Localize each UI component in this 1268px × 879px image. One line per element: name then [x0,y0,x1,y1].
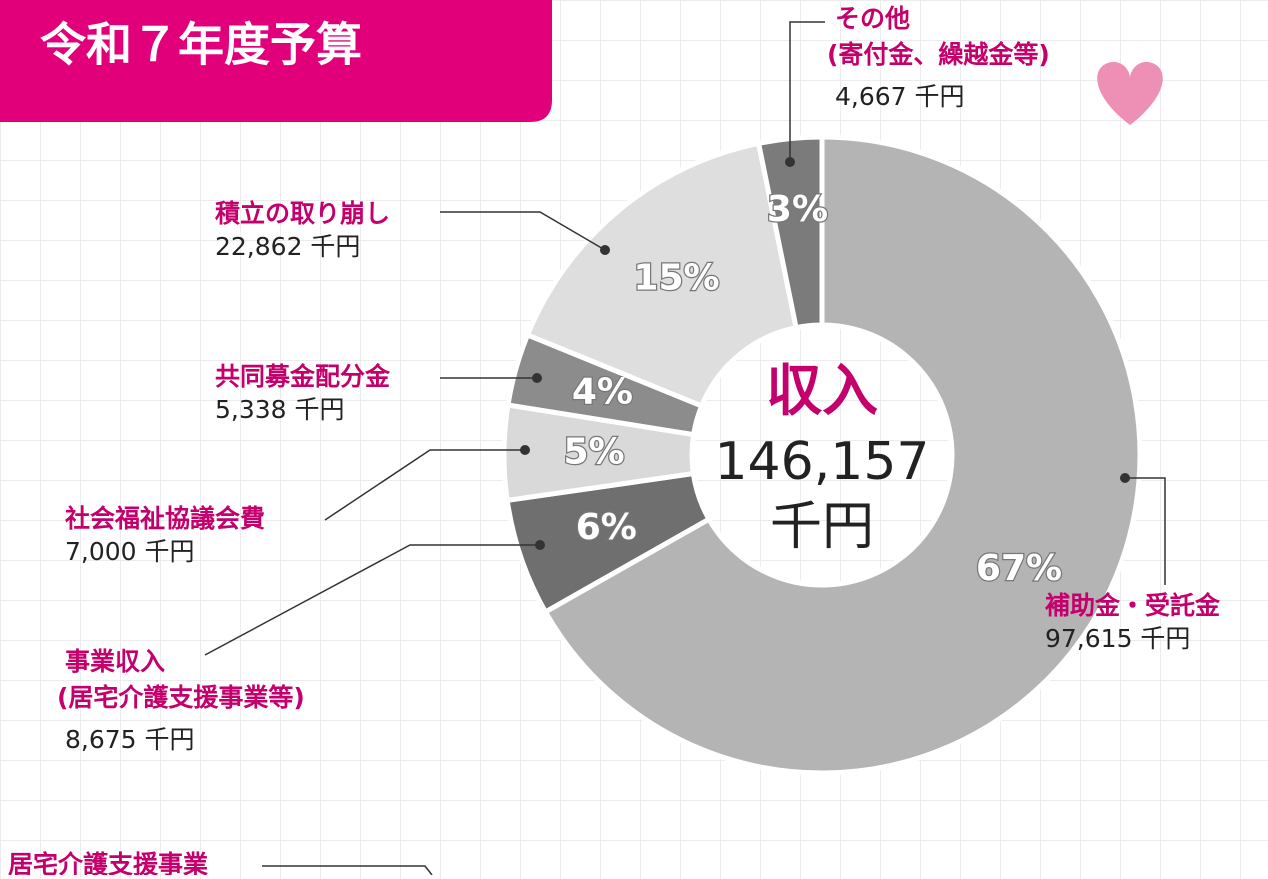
percent-label: 3% [767,189,828,230]
center-title: 収入 [766,359,878,424]
amount-label: 5,338 千円 [215,395,345,424]
leader-line [204,544,540,656]
category-name: 社会福祉協議会費 [65,504,265,533]
amount-label: 97,615 千円 [1045,624,1190,653]
heart-icon [1097,61,1163,125]
category-name: 補助金・受託金 [1044,591,1221,620]
amount-label: 4,667 千円 [835,82,965,111]
leader-line [440,211,606,251]
leader-dot [1120,473,1130,483]
category-name: 積立の取り崩し [215,199,390,228]
leader-dot [600,245,610,255]
title: 令和７年度予算 [40,18,362,72]
leader-line [262,865,433,876]
percent-label: 67% [976,548,1062,589]
percent-label: 6% [576,507,637,548]
percent-label: 4% [572,372,633,413]
category-note: (寄付金、繰越金等) [827,40,1050,69]
category-note: (居宅介護支援事業等) [57,683,305,712]
leader-line [789,21,825,162]
footer-text: 居宅介護支援事業 [8,850,208,875]
leader-dot [532,373,542,383]
amount-label: 8,675 千円 [65,725,195,754]
percent-label: 15% [633,257,719,298]
amount-label: 7,000 千円 [65,537,195,566]
leader-dot [785,157,795,167]
slice [524,140,800,410]
center-unit: 千円 [770,497,874,557]
title-box [0,0,552,122]
slice [541,134,1143,776]
amount-label: 22,862 千円 [215,232,360,261]
category-name: 事業収入 [65,647,165,676]
leader-line [1125,477,1166,585]
category-name: 共同募金配分金 [215,362,391,391]
leader-dot [535,540,545,550]
center-total: 146,157 [714,432,929,492]
leader-line [324,449,525,521]
percent-label: 5% [563,431,624,472]
slice [755,134,825,331]
category-name: その他 [835,4,910,33]
leader-dot [520,445,530,455]
